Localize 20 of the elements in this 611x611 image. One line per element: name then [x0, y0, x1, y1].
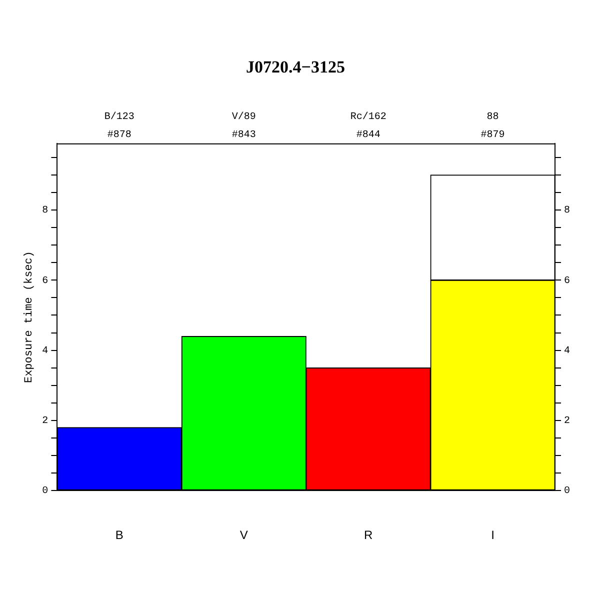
y-tick-label: 0 — [42, 486, 48, 498]
x-tick-label: I — [491, 528, 494, 542]
y-axis-title: Exposure time (ksec) — [24, 250, 36, 384]
y2-tick-label: 2 — [564, 416, 570, 428]
x-tick-label: B — [115, 528, 124, 542]
y-tick-label: 8 — [42, 206, 48, 217]
text: 88 #879 — [480, 112, 505, 142]
y2-tick-label: 0 — [564, 486, 570, 498]
y2-tick-label: 4 — [564, 346, 570, 357]
x-tick-label: R — [364, 528, 373, 542]
y2-tick-label: 8 — [564, 206, 570, 217]
text: Rc/162 #844 — [350, 111, 386, 142]
y-tick-label: 2 — [42, 416, 48, 428]
chart-title: J0720.4−3125 — [246, 58, 345, 77]
y2-tick-label: 6 — [564, 276, 570, 287]
y-tick-label: 6 — [42, 276, 48, 287]
text: V/89 #843 — [232, 111, 256, 142]
y-tick-label: 4 — [42, 346, 48, 357]
text: B/123 #878 — [104, 111, 134, 142]
x-tick-label: V — [240, 528, 248, 542]
